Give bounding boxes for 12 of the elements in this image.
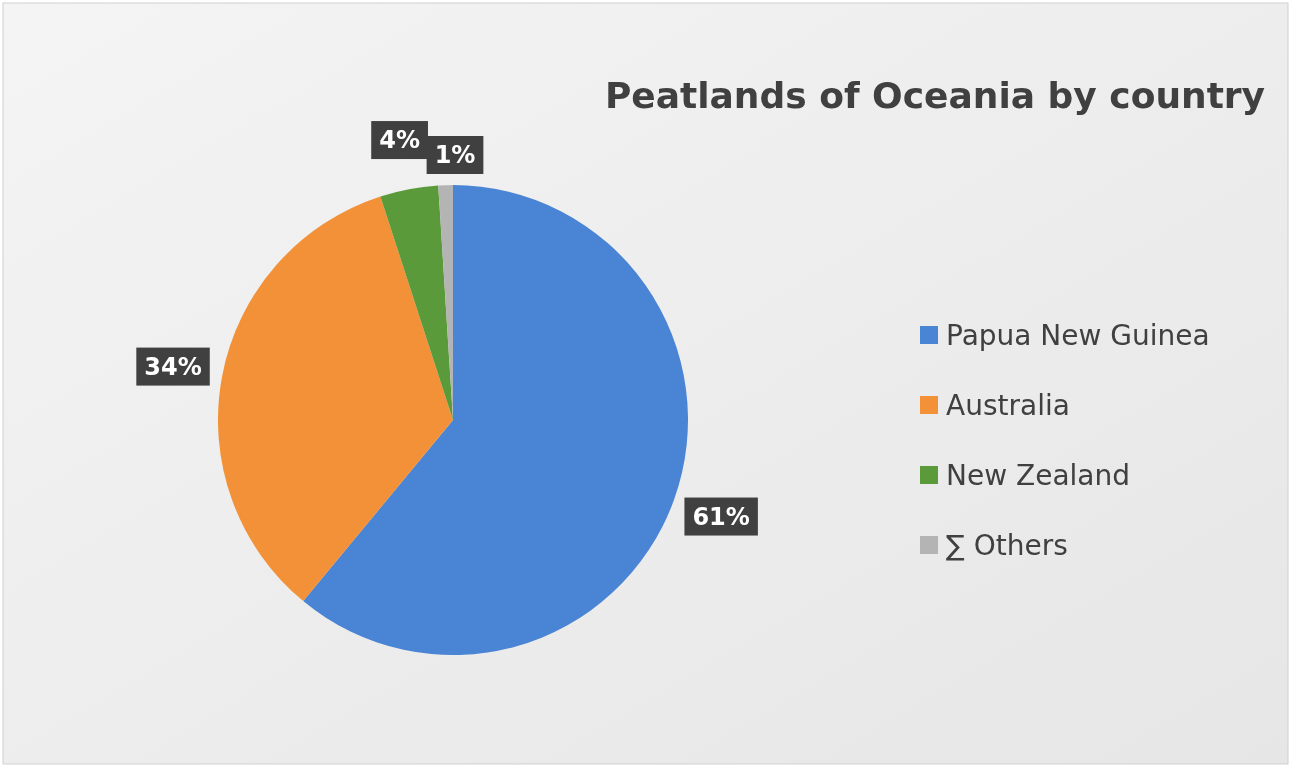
legend-label: Australia bbox=[946, 388, 1070, 422]
data-label: 4% bbox=[379, 126, 420, 155]
pie-slice bbox=[303, 185, 688, 655]
pie-slice bbox=[380, 185, 453, 420]
legend-label: Papua New Guinea bbox=[946, 318, 1210, 352]
data-label: 61% bbox=[692, 502, 750, 531]
data-label: 34% bbox=[144, 352, 202, 381]
legend-label: ∑ Others bbox=[946, 528, 1068, 562]
data-label: 1% bbox=[434, 141, 476, 169]
legend-label: New Zealand bbox=[946, 458, 1130, 492]
pie-slice bbox=[218, 196, 453, 602]
chart-title: Peatlands of Oceania by country bbox=[604, 75, 1266, 116]
